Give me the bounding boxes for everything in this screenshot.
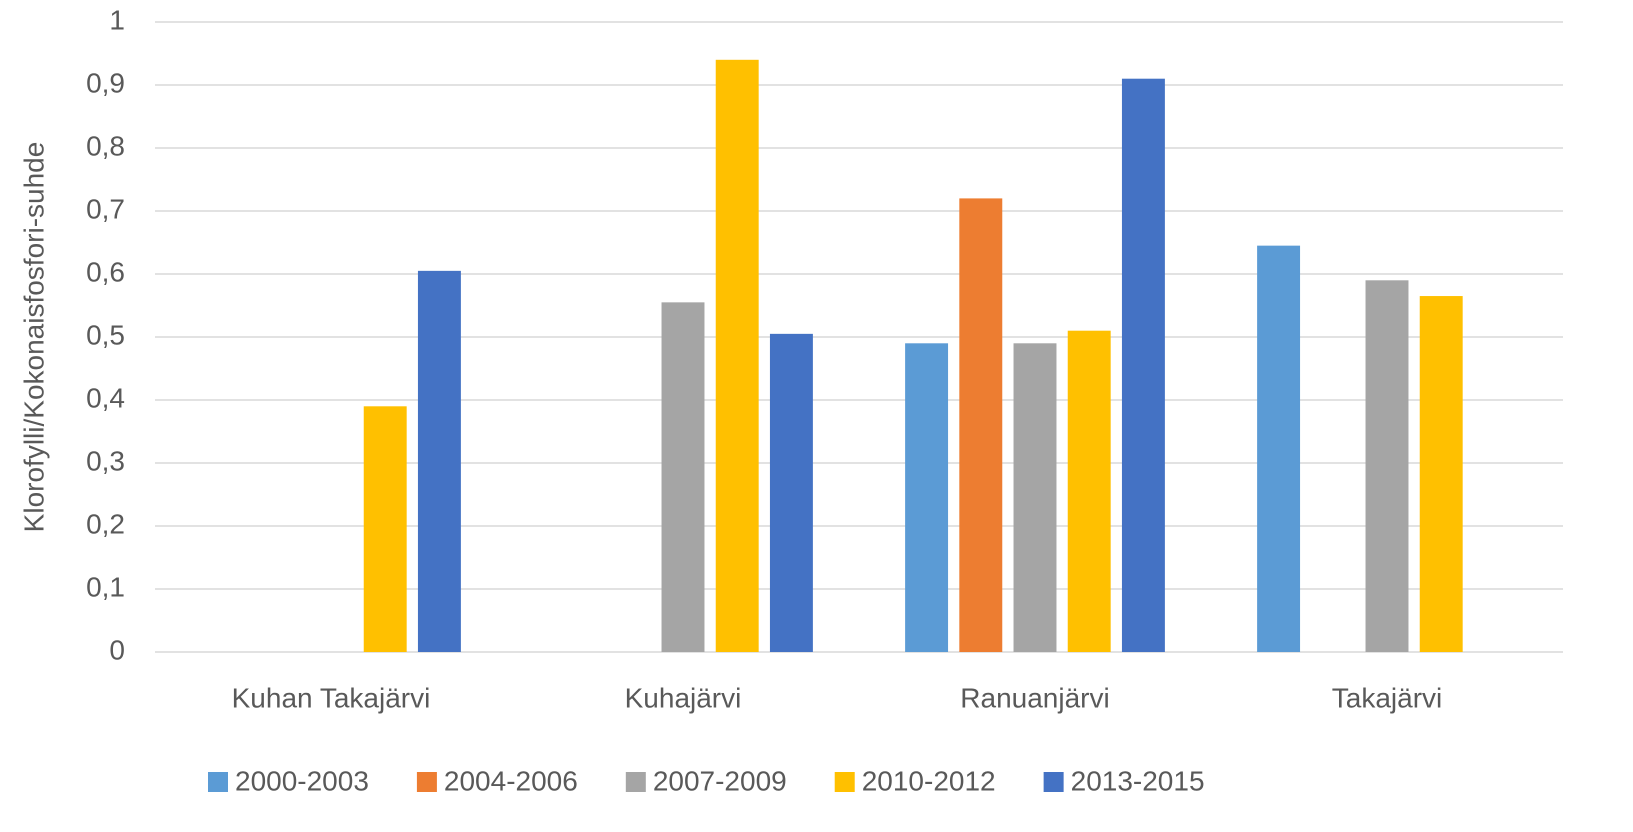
legend-swatch <box>625 772 646 792</box>
legend-swatch <box>416 772 437 792</box>
y-axis-title: Klorofylli/Kokonaisfosfori-suhde <box>18 142 49 533</box>
x-tick-label: Kuhan Takajärvi <box>232 682 431 713</box>
bar <box>715 59 759 653</box>
y-tick-label: 1 <box>109 4 125 35</box>
y-tick-label: 0,5 <box>86 319 125 350</box>
x-tick-label: Kuhajärvi <box>625 682 742 713</box>
bar <box>1419 296 1463 652</box>
legend-swatch <box>834 772 855 792</box>
bar <box>1121 78 1165 652</box>
bar <box>959 198 1003 652</box>
legend-label: 2007-2009 <box>653 765 787 796</box>
y-tick-label: 0,4 <box>86 382 125 413</box>
y-tick-label: 0,7 <box>86 193 125 224</box>
y-tick-label: 0,2 <box>86 508 125 539</box>
y-tick-label: 0,6 <box>86 256 125 287</box>
y-tick-label: 0 <box>109 634 125 665</box>
bar <box>769 333 813 652</box>
legend-swatch <box>208 772 228 792</box>
y-tick-label: 0,8 <box>86 130 125 161</box>
legend-label: 2010-2012 <box>862 765 996 796</box>
legend-label: 2013-2015 <box>1071 765 1205 796</box>
y-tick-label: 0,9 <box>86 67 125 98</box>
y-tick-label: 0,3 <box>86 445 125 476</box>
y-tick-label: 0,1 <box>86 571 125 602</box>
bar <box>417 270 461 652</box>
bar <box>1013 343 1057 652</box>
x-tick-label: Takajärvi <box>1332 682 1442 713</box>
bar <box>363 406 407 652</box>
bar <box>661 302 705 652</box>
legend-swatch <box>1043 772 1064 792</box>
bar <box>1257 245 1301 652</box>
bar <box>1365 280 1409 652</box>
x-tick-label: Ranuanjärvi <box>960 682 1109 713</box>
bar <box>905 343 949 652</box>
legend-label: 2004-2006 <box>444 765 578 796</box>
bar <box>1067 330 1111 652</box>
legend-label: 2000-2003 <box>235 765 369 796</box>
